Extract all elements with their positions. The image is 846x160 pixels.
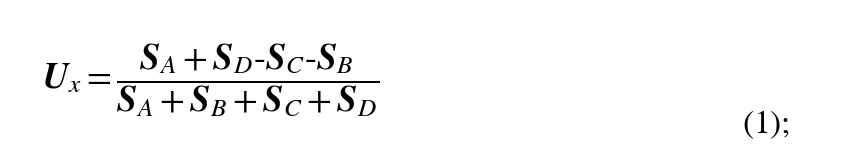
Text: $(1)$;: $(1)$; [742,108,789,141]
Text: $\boldsymbol{U}_{x} = \dfrac{\boldsymbol{S}_{A}+\boldsymbol{S}_{D}\text{-}\bolds: $\boldsymbol{U}_{x} = \dfrac{\boldsymbol… [42,42,380,118]
